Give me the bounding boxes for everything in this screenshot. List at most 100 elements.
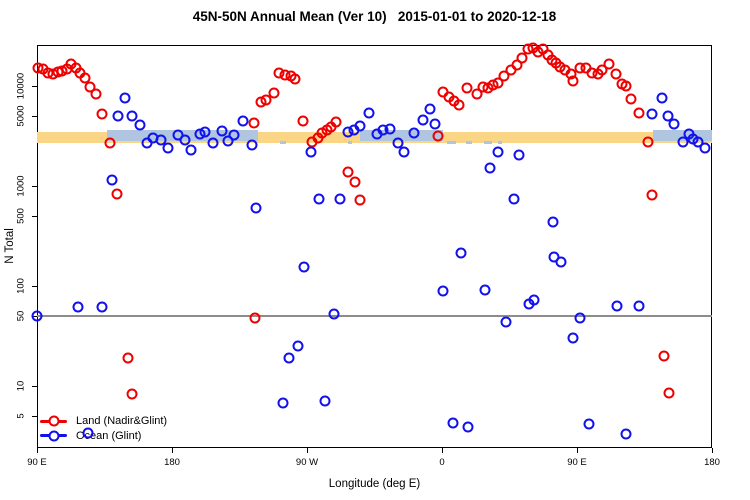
ocean-point-marker	[513, 149, 525, 161]
land-point-marker	[633, 107, 645, 119]
ocean-band-fragment	[446, 141, 456, 145]
y-axis-tick	[32, 286, 37, 287]
land-point-marker	[96, 108, 108, 120]
ocean-point-marker	[31, 310, 43, 322]
ocean-point-marker	[298, 261, 310, 273]
land-point-marker	[498, 70, 510, 82]
ocean-point-marker	[574, 312, 586, 324]
ocean-point-marker	[216, 125, 228, 137]
ocean-point-marker	[112, 110, 124, 122]
ocean-point-marker	[429, 118, 441, 130]
land-point-marker	[349, 176, 361, 188]
x-axis-tick-label: 180	[704, 457, 720, 468]
ocean-point-marker	[237, 115, 249, 127]
ocean-point-marker	[555, 256, 567, 268]
ocean-point-marker	[328, 308, 340, 320]
land-point-marker	[610, 68, 622, 80]
ocean-point-marker	[692, 136, 704, 148]
land-point-marker	[342, 166, 354, 178]
ocean-point-marker	[207, 137, 219, 149]
x-axis-tick	[442, 448, 443, 453]
y-axis-tick	[32, 86, 37, 87]
ocean-point-marker	[583, 418, 595, 430]
land-point-marker	[122, 352, 134, 364]
land-point-marker	[596, 64, 608, 76]
land-point-marker	[492, 77, 504, 89]
legend-item-label: Land (Nadir&Glint)	[76, 415, 168, 427]
ocean-point-marker	[246, 139, 258, 151]
ocean-point-marker	[250, 202, 262, 214]
ocean-point-marker	[305, 146, 317, 158]
ocean-point-marker	[319, 395, 331, 407]
y-axis-tick-label: 10	[15, 380, 27, 392]
x-axis-tick-label: 90 W	[295, 457, 319, 468]
y-axis-tick-label: 10000	[15, 72, 27, 100]
y-axis-tick-label: 5000	[15, 105, 27, 127]
x-axis-tick	[307, 448, 308, 453]
ocean-point-marker	[222, 135, 234, 147]
land-point-marker	[111, 188, 123, 200]
land-point-marker	[126, 388, 138, 400]
ocean-point-marker	[119, 92, 131, 104]
ocean-band-fragment	[347, 141, 352, 145]
land-point-marker	[603, 58, 615, 70]
land-point-marker	[516, 52, 528, 64]
y-axis-tick	[32, 216, 37, 218]
ocean-point-marker	[668, 118, 680, 130]
ocean-point-marker	[96, 301, 108, 313]
ocean-point-marker	[392, 137, 404, 149]
ocean-band-fragment	[497, 141, 502, 145]
ocean-point-marker	[72, 301, 84, 313]
ocean-point-marker	[492, 146, 504, 158]
y-axis-tick-label: 500	[15, 208, 27, 225]
x-axis-title: Longitude (deg E)	[328, 478, 421, 490]
ocean-point-marker	[462, 421, 474, 433]
land-point-marker	[432, 130, 444, 142]
ocean-band-fragment	[466, 141, 472, 145]
ocean-point-marker	[408, 127, 420, 139]
ocean-point-marker	[384, 123, 396, 135]
x-axis-tick-label: 90 E	[27, 457, 47, 468]
land-point-marker	[646, 189, 658, 201]
ocean-point-marker	[283, 352, 295, 364]
ocean-point-marker	[500, 316, 512, 328]
ocean-point-marker	[155, 134, 167, 146]
ocean-band-fragment	[280, 141, 286, 145]
land-point-marker	[104, 137, 116, 149]
land-point-marker	[260, 94, 272, 106]
ocean-point-marker	[547, 216, 559, 228]
ocean-point-marker	[354, 120, 366, 132]
y-axis-tick-label: 5	[15, 413, 27, 419]
ocean-point-marker	[106, 174, 118, 186]
y-axis-title: N Total	[4, 228, 16, 264]
land-point-marker	[620, 80, 632, 92]
land-point-marker	[642, 136, 654, 148]
land-point-marker	[84, 81, 96, 93]
x-axis-tick	[37, 448, 38, 453]
land-point-marker	[461, 82, 473, 94]
ocean-point-marker	[508, 193, 520, 205]
ocean-point-marker	[313, 193, 325, 205]
x-axis-tick	[712, 448, 713, 453]
x-axis-tick-label: 0	[439, 457, 445, 468]
ocean-point-marker	[185, 144, 197, 156]
land-point-marker	[248, 117, 260, 129]
land-point-marker	[658, 350, 670, 362]
y-axis-tick	[32, 416, 37, 418]
ocean-point-marker	[447, 417, 459, 429]
ocean-point-marker	[199, 126, 211, 138]
ocean-point-marker	[179, 134, 191, 146]
land-point-marker	[330, 116, 342, 128]
ocean-point-marker	[611, 300, 623, 312]
ocean-point-marker	[437, 285, 449, 297]
x-axis-tick	[577, 448, 578, 453]
ocean-point-marker	[633, 300, 645, 312]
ocean-point-marker	[567, 332, 579, 344]
ocean-point-marker	[479, 284, 491, 296]
ocean-point-marker	[662, 110, 674, 122]
ocean-band-fragment	[484, 141, 492, 145]
ocean-point-marker	[455, 247, 467, 259]
land-point-marker	[297, 115, 309, 127]
ocean-point-marker	[398, 146, 410, 158]
